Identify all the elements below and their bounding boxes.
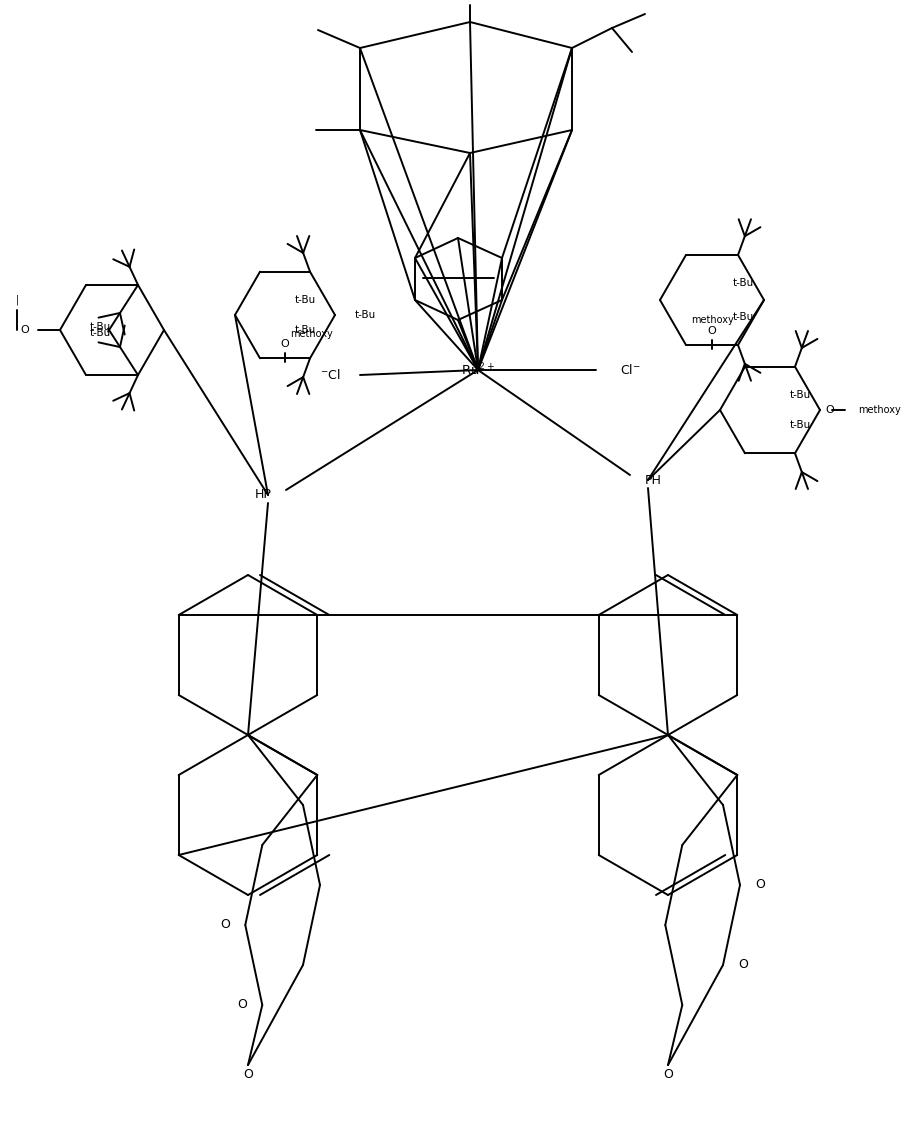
Text: O: O bbox=[825, 405, 834, 415]
Text: methoxy: methoxy bbox=[691, 315, 734, 325]
Text: O: O bbox=[738, 959, 747, 971]
Text: Cl$^{-}$: Cl$^{-}$ bbox=[619, 364, 640, 377]
Text: O: O bbox=[243, 1068, 253, 1082]
Text: O: O bbox=[21, 325, 29, 335]
Text: O: O bbox=[221, 919, 230, 931]
Text: t-Bu: t-Bu bbox=[733, 312, 754, 322]
Text: O: O bbox=[708, 326, 716, 336]
Text: PH: PH bbox=[645, 473, 661, 487]
Text: t-Bu: t-Bu bbox=[90, 322, 111, 332]
Text: HP: HP bbox=[255, 489, 271, 501]
Text: t-Bu: t-Bu bbox=[294, 325, 316, 335]
Text: t-Bu: t-Bu bbox=[733, 278, 754, 288]
Text: O: O bbox=[280, 340, 289, 349]
Text: t-Bu: t-Bu bbox=[790, 390, 811, 400]
Text: O: O bbox=[663, 1068, 673, 1082]
Text: t-Bu: t-Bu bbox=[90, 327, 111, 338]
Text: O: O bbox=[237, 998, 247, 1012]
Text: $^{-}$Cl: $^{-}$Cl bbox=[320, 368, 341, 382]
Text: methoxy: methoxy bbox=[290, 330, 333, 340]
Text: methoxy: methoxy bbox=[858, 405, 900, 415]
Text: t-Bu: t-Bu bbox=[294, 295, 316, 305]
Text: |: | bbox=[16, 295, 18, 305]
Text: t-Bu: t-Bu bbox=[355, 310, 376, 320]
Text: O: O bbox=[755, 878, 765, 892]
Text: Ru$^{2+}$: Ru$^{2+}$ bbox=[461, 361, 496, 378]
Text: t-Bu: t-Bu bbox=[790, 420, 811, 430]
